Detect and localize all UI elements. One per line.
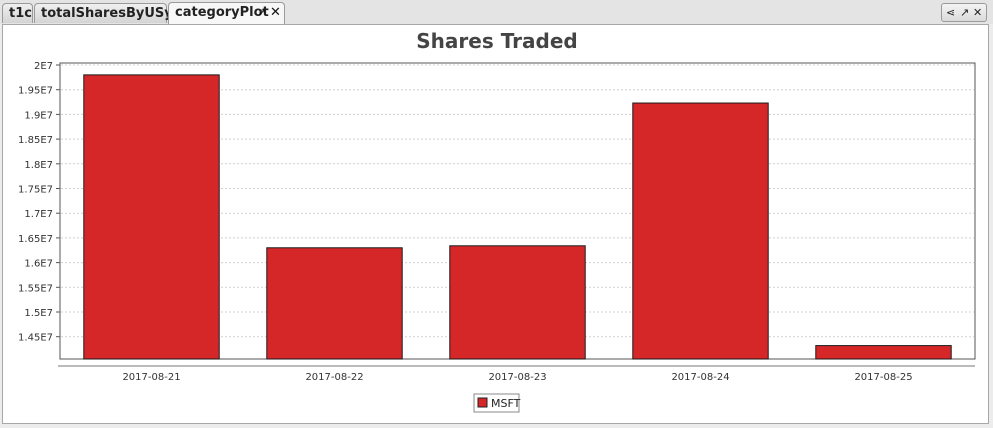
legend-label: MSFT — [491, 397, 521, 410]
y-tick-label: 1.9E7 — [24, 110, 53, 121]
y-tick-label: 1.95E7 — [18, 86, 53, 97]
x-tick-label: 2017-08-25 — [854, 372, 912, 383]
bar — [632, 102, 769, 360]
x-tick-label: 2017-08-22 — [305, 372, 363, 383]
bar — [266, 247, 403, 360]
tab-bar: t1c totalSharesByUSym categoryPlot ↗ ✕ ⋖… — [0, 0, 993, 24]
y-tick-label: 1.5E7 — [24, 308, 53, 319]
close-icon[interactable]: ✕ — [270, 5, 281, 20]
window-controls: ⋖ ↗ ✕ — [941, 3, 987, 22]
y-tick-label: 2E7 — [34, 61, 53, 72]
y-tick-label: 1.7E7 — [24, 209, 53, 220]
chart-panel: Shares Traded 1.45E7 1.5E7 1.55E7 1.6E7 1.65… — [2, 24, 989, 424]
share-icon[interactable]: ⋖ — [946, 6, 956, 19]
y-tick-label: 1.75E7 — [18, 185, 53, 196]
bar — [449, 245, 586, 360]
x-tick-label: 2017-08-21 — [122, 372, 180, 383]
y-tick-label: 1.6E7 — [24, 259, 53, 270]
popout-icon[interactable]: ↗ — [257, 6, 267, 19]
bar-series — [83, 74, 952, 360]
x-tick-label: 2017-08-24 — [671, 372, 729, 383]
close-icon[interactable]: ✕ — [973, 6, 983, 19]
tab-t1c[interactable]: t1c — [2, 3, 33, 23]
bar — [815, 345, 952, 360]
tab-label: totalSharesByUSym — [41, 6, 187, 21]
y-tick-label: 1.55E7 — [18, 283, 53, 294]
y-tick-label: 1.8E7 — [24, 160, 53, 171]
y-tick-label: 1.65E7 — [18, 234, 53, 245]
bar — [83, 74, 220, 360]
x-tick-label: 2017-08-23 — [488, 372, 546, 383]
chart-title: Shares Traded — [416, 29, 577, 53]
popout-icon[interactable]: ↗ — [960, 6, 970, 19]
y-tick-label: 1.45E7 — [18, 333, 53, 344]
tab-label: t1c — [9, 6, 32, 21]
tab-label: categoryPlot — [175, 5, 269, 20]
legend-swatch — [477, 397, 488, 408]
bar-chart: Shares Traded 1.45E7 1.5E7 1.55E7 1.6E7 1.65… — [18, 29, 976, 413]
y-tick-label: 1.85E7 — [18, 135, 53, 146]
legend: MSFT — [473, 393, 521, 413]
tab-totalsharesbyusym[interactable]: totalSharesByUSym — [34, 3, 186, 23]
tab-categoryplot[interactable]: categoryPlot ↗ ✕ — [168, 2, 285, 24]
x-axis-ticks: 2017-08-21 2017-08-22 2017-08-23 2017-08-24… — [122, 372, 912, 383]
y-axis-ticks: 1.45E7 1.5E7 1.55E7 1.6E7 1.65E7 1.7E7 1.75E7 1… — [18, 61, 60, 344]
